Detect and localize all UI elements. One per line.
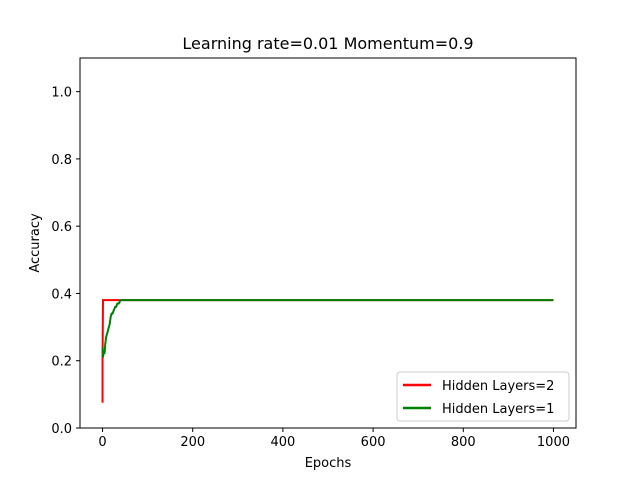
series-line-2: [101, 299, 554, 358]
y-tick-label: 1.0: [51, 86, 72, 101]
x-axis: 0 200 400 600 800 1000: [98, 428, 570, 450]
y-tick-label: 0.8: [51, 153, 72, 168]
y-tick-label: 0.0: [51, 422, 72, 437]
legend-label-1: Hidden Layers=2: [442, 379, 554, 394]
chart-title: Learning rate=0.01 Momentum=0.9: [182, 34, 473, 53]
series-layer: [101, 299, 554, 403]
legend-label-2: Hidden Layers=1: [442, 402, 554, 417]
x-tick-label: 200: [180, 435, 205, 450]
y-axis-label: Accuracy: [28, 213, 43, 273]
plot-area-frame: [79, 57, 577, 429]
x-tick-label: 0: [98, 435, 106, 450]
x-tick-label: 1000: [537, 435, 570, 450]
y-tick-label: 0.6: [51, 220, 72, 235]
y-tick-label: 0.4: [51, 287, 72, 302]
legend-box: [396, 371, 570, 422]
x-tick-label: 400: [270, 435, 295, 450]
legend: Hidden Layers=2 Hidden Layers=1: [396, 371, 570, 422]
y-axis: 0.0 0.2 0.4 0.6 0.8 1.0: [51, 86, 80, 437]
y-tick-label: 0.2: [51, 355, 72, 370]
x-tick-label: 800: [451, 435, 476, 450]
x-tick-label: 600: [361, 435, 386, 450]
x-axis-label: Epochs: [305, 456, 352, 471]
